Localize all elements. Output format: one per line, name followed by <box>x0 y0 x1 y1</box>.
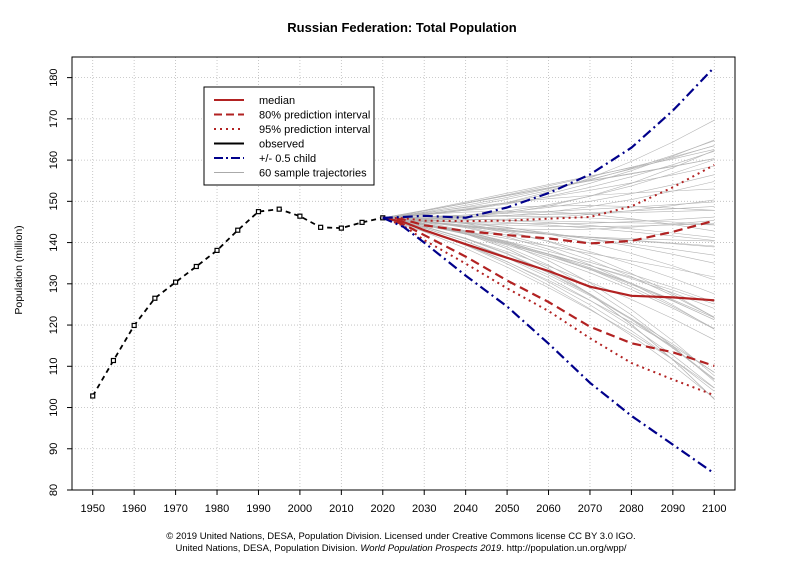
observed-point <box>110 357 117 364</box>
axes: 1950 1960 1970 1980 1990 2000 2010 2020 2030 2040… <box>48 56 736 515</box>
sample-trajectory-line <box>382 158 715 219</box>
y-tick-label: 130 <box>48 275 60 293</box>
x-tick-label: 1960 <box>122 503 146 515</box>
sample-trajectory-line <box>382 217 715 376</box>
series-line-80-lower <box>382 216 715 367</box>
sample-trajectory-line <box>382 217 715 399</box>
y-tick-label: 140 <box>48 233 60 251</box>
copyright-caption: © 2019 United Nations, DESA, Population … <box>166 531 636 542</box>
legend-box <box>203 86 375 186</box>
y-tick-label: 80 <box>48 484 60 496</box>
x-tick-label: 1990 <box>246 503 270 515</box>
y-tick-label: 90 <box>48 443 60 455</box>
sample-trajectory-line <box>382 199 715 220</box>
chart-title: Russian Federation: Total Population <box>287 20 516 35</box>
x-tick-label: 2040 <box>453 503 477 515</box>
sample-trajectory-line <box>382 217 715 389</box>
source-caption: United Nations, DESA, Population Divisio… <box>0 543 802 554</box>
series-line-median <box>382 216 715 302</box>
x-tick-label: 1950 <box>80 503 104 515</box>
observed-point <box>255 209 262 215</box>
observed-point <box>318 224 324 230</box>
y-tick-label: 180 <box>48 68 60 86</box>
series-line--0-5-child-upper <box>382 66 716 219</box>
y-axis-label: Population (million) <box>13 225 25 314</box>
legend-label: 95% prediction interval <box>259 124 370 136</box>
observed-point <box>297 213 303 219</box>
x-tick-label: 2060 <box>536 503 560 515</box>
observed-point <box>214 247 220 254</box>
x-tick-label: 2050 <box>495 503 519 515</box>
series-line-observed <box>91 208 383 397</box>
grid <box>72 57 735 491</box>
x-tick-label: 2080 <box>619 503 643 515</box>
observed-point <box>193 263 199 270</box>
y-tick-label: 170 <box>48 110 60 128</box>
series-lines <box>90 66 716 475</box>
sample-trajectory-line <box>382 217 715 295</box>
sample-trajectory-line <box>382 150 715 219</box>
y-tick-label: 100 <box>48 398 60 416</box>
source-title: World Population Prospects 2019 <box>360 543 502 554</box>
sample-trajectory-line <box>382 217 715 238</box>
plot-frame <box>71 56 736 491</box>
series-line-80-upper <box>382 216 715 245</box>
sample-trajectory-line <box>382 217 715 381</box>
series-line-95-upper <box>382 164 715 223</box>
legend-label: median <box>259 95 295 107</box>
population-chart: 1950 1960 1970 1980 1990 2000 2010 2020 2030 2040… <box>13 20 736 515</box>
x-tick-label: 1970 <box>163 503 187 515</box>
sample-trajectory-line <box>382 149 715 219</box>
series-line--0-5-child-lower <box>382 216 715 475</box>
observed-point <box>90 393 96 399</box>
observed-point <box>338 225 344 231</box>
x-tick-label: 2070 <box>578 503 602 515</box>
y-tick-label: 110 <box>48 358 60 376</box>
x-tick-label: 2100 <box>702 503 726 515</box>
observed-point <box>131 322 137 329</box>
y-tick-label: 160 <box>48 151 60 169</box>
sample-trajectory-line <box>382 217 715 247</box>
sample-trajectory-line <box>382 119 715 219</box>
legend-label: 80% prediction interval <box>259 110 370 122</box>
x-tick-label: 2030 <box>412 503 436 515</box>
legend-label: observed <box>259 139 304 151</box>
x-tick-label: 1980 <box>205 503 229 515</box>
sample-trajectory-line <box>382 217 715 242</box>
legend-label: 60 sample trajectories <box>259 168 367 180</box>
observed-point <box>152 295 158 301</box>
sample-trajectory-line <box>382 188 715 219</box>
source-suffix: . http://population.un.org/wpp/ <box>501 543 627 554</box>
observed-point <box>172 279 179 285</box>
y-tick-label: 150 <box>48 192 60 210</box>
y-tick-label: 120 <box>48 316 60 334</box>
x-tick-label: 2090 <box>661 503 685 515</box>
x-tick-label: 2010 <box>329 503 353 515</box>
observed-point <box>235 227 241 233</box>
source-prefix: United Nations, DESA, Population Divisio… <box>175 543 361 554</box>
x-tick-label: 2000 <box>288 503 312 515</box>
legend: median 80% prediction interval 95% predict… <box>203 86 375 186</box>
legend-label: +/- 0.5 child <box>259 153 316 165</box>
observed-point <box>276 206 282 212</box>
observed-point <box>359 219 365 225</box>
sample-trajectory-line <box>382 217 715 389</box>
sample-trajectory-line <box>382 217 715 400</box>
x-tick-label: 2020 <box>371 503 395 515</box>
